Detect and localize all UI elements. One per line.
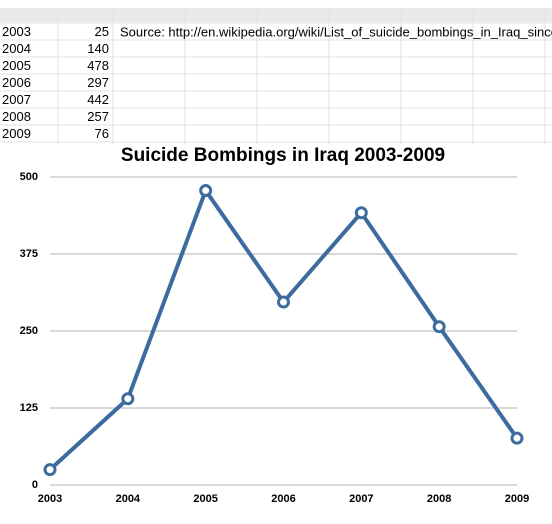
x-tick-label: 2007 [349, 493, 373, 505]
header-row [0, 8, 552, 22]
count-cell: 297 [87, 75, 109, 90]
year-cell: 2004 [2, 41, 31, 56]
year-cell: 2007 [2, 92, 31, 107]
year-cell: 2009 [2, 126, 31, 141]
count-cell: 442 [87, 92, 109, 107]
data-point [277, 295, 290, 309]
year-cell: 2005 [2, 58, 31, 73]
sheet-grid [0, 8, 552, 144]
y-tick-label: 125 [20, 402, 38, 414]
y-tick-label: 250 [20, 325, 38, 337]
y-tick-label: 375 [20, 248, 38, 260]
count-cell: 478 [87, 58, 109, 73]
chart-area [0, 144, 552, 524]
x-tick-label: 2003 [38, 493, 62, 505]
data-point [432, 320, 446, 334]
year-cell: 2003 [2, 24, 31, 39]
data-point [354, 206, 368, 220]
chart-title: Suicide Bombings in Iraq 2003-2009 [121, 145, 445, 166]
data-point [510, 431, 524, 445]
x-tick-label: 2009 [505, 493, 529, 505]
count-cell: 140 [87, 41, 109, 56]
year-cell: 2008 [2, 109, 31, 124]
data-point [199, 184, 213, 198]
x-tick-label: 2004 [116, 493, 141, 505]
count-cell: 257 [87, 109, 109, 124]
data-point [43, 463, 57, 477]
x-tick-label: 2006 [271, 493, 295, 505]
count-cell: 25 [95, 24, 109, 39]
y-tick-label: 500 [20, 171, 38, 183]
data-point [121, 392, 135, 406]
source-note: Source: http://en.wikipedia.org/wiki/Lis… [120, 24, 552, 39]
x-tick-label: 2005 [193, 493, 217, 505]
x-tick-label: 2008 [427, 493, 451, 505]
year-cell: 2006 [2, 75, 31, 90]
y-tick-label: 0 [32, 479, 38, 491]
count-cell: 76 [95, 126, 109, 141]
